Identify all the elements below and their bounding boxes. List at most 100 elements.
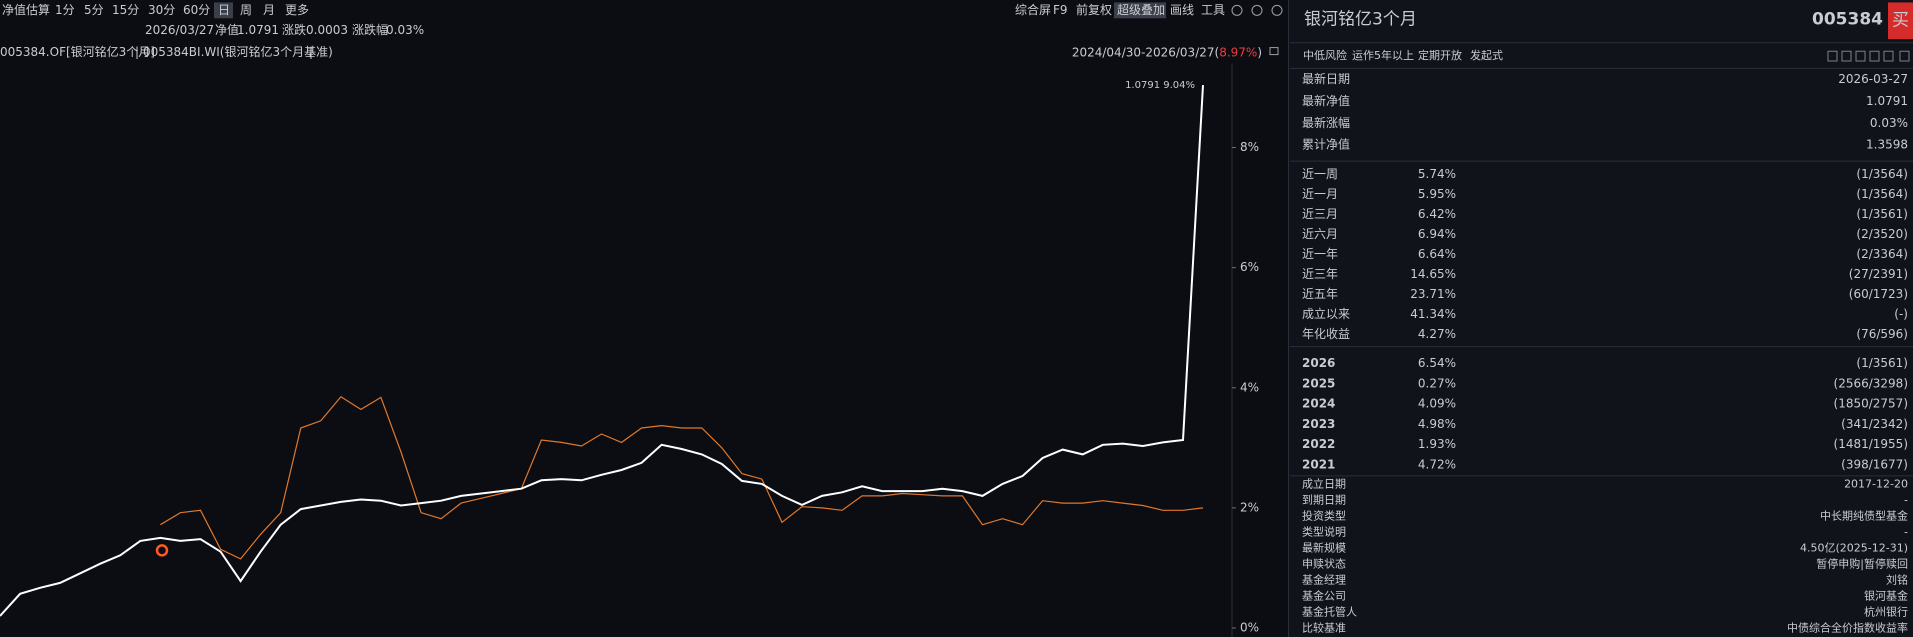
perf-return: 6.64% (1418, 247, 1456, 261)
y-tick-label: 8% (1240, 140, 1259, 154)
perf-label: 2024 (1302, 397, 1335, 411)
tool-button[interactable]: 前复权 (1076, 2, 1112, 17)
info-value[interactable]: 银河基金 (1864, 588, 1908, 602)
perf-return: 4.72% (1418, 457, 1456, 471)
fund-tag: 中低风险 (1303, 48, 1347, 62)
buy-button-bg[interactable] (1888, 2, 1913, 40)
perf-return: 4.09% (1418, 397, 1456, 411)
summary-label: 最新日期 (1302, 71, 1350, 86)
period-button[interactable]: 15分 (112, 3, 139, 17)
summary-value: 1.0791 (1866, 94, 1908, 108)
info-value: 2017-12-20 (1844, 477, 1908, 490)
fund-tag: 运作5年以上 (1352, 48, 1414, 62)
perf-label: 年化收益 (1302, 327, 1350, 341)
panel-icon[interactable] (1855, 50, 1866, 62)
perf-return: 14.65% (1410, 267, 1456, 281)
period-button[interactable]: 净值估算 (2, 2, 50, 17)
tool-button[interactable]: F9 (1053, 3, 1068, 17)
panel-icon[interactable] (1841, 50, 1852, 62)
end-label: 1.0791 9.04% (1125, 80, 1195, 91)
tool-button[interactable]: 综合屏 (1015, 2, 1051, 17)
period-button[interactable]: 更多 (285, 3, 309, 17)
perf-rank: (1850/2757) (1834, 397, 1908, 411)
perf-return: 6.42% (1418, 207, 1456, 221)
perf-rank: (1/3561) (1856, 207, 1908, 221)
perf-return: 23.71% (1410, 287, 1456, 301)
quote-field: 涨跌幅 (352, 22, 388, 37)
panel-icon[interactable] (1883, 50, 1894, 62)
quote-field: 涨跌 (282, 22, 306, 37)
quote-field: 1.0791 (237, 23, 279, 37)
perf-label: 近一月 (1302, 187, 1338, 201)
perf-return: 6.54% (1418, 356, 1456, 370)
period-button[interactable]: 日 (218, 3, 230, 17)
fund-code: 005384 (1812, 10, 1883, 30)
tool-icon[interactable] (1271, 4, 1283, 16)
tool-button[interactable]: 超级叠加 (1117, 2, 1165, 17)
perf-label: 2023 (1302, 417, 1335, 431)
panel-icon[interactable] (1869, 50, 1880, 62)
series-line (160, 396, 1204, 560)
info-value: 杭州银行 (1864, 604, 1908, 618)
info-value: - (1904, 493, 1908, 506)
panel-icon[interactable] (1827, 50, 1838, 62)
range-part: ) (1257, 45, 1262, 59)
perf-rank: (1481/1955) (1834, 437, 1908, 451)
quote-field: 净值 (215, 22, 239, 37)
perf-label: 近六月 (1302, 227, 1338, 241)
panel-icon[interactable] (1899, 50, 1910, 62)
legend-separator: | (135, 45, 139, 59)
tool-active-bg (1114, 2, 1166, 19)
perf-rank: (-) (1894, 307, 1908, 321)
info-label: 基金公司 (1302, 588, 1346, 602)
buy-button[interactable]: 买 (1892, 11, 1909, 31)
info-value: - (1904, 525, 1908, 538)
y-tick-label: 6% (1240, 260, 1259, 274)
info-label: 申赎状态 (1302, 556, 1346, 570)
perf-label: 2026 (1302, 356, 1335, 370)
tool-icon[interactable] (1231, 4, 1243, 16)
tool-icon[interactable] (1251, 4, 1263, 16)
info-label: 基金经理 (1302, 572, 1346, 586)
perf-label: 近五年 (1302, 287, 1338, 301)
fund-tag: 定期开放 (1418, 48, 1462, 62)
period-button[interactable]: 周 (240, 3, 252, 17)
period-button[interactable]: 5分 (84, 3, 104, 17)
perf-rank: (1/3564) (1856, 167, 1908, 181)
perf-return: 41.34% (1410, 307, 1456, 321)
y-tick-label: 0% (1240, 620, 1259, 634)
summary-value: 2026-03-27 (1838, 72, 1908, 86)
range-part: 2024/04/30-2026/03/27( (1072, 45, 1219, 59)
period-button[interactable]: 60分 (183, 3, 210, 17)
perf-return: 5.74% (1418, 167, 1456, 181)
fund-name: 银河铭亿3个月 (1304, 10, 1417, 30)
period-button[interactable]: 月 (263, 3, 275, 17)
summary-value: 0.03% (1870, 116, 1908, 130)
perf-rank: (2566/3298) (1834, 376, 1908, 390)
summary-label: 最新涨幅 (1302, 115, 1350, 130)
perf-return: 0.27% (1418, 376, 1456, 390)
perf-label: 近三月 (1302, 207, 1338, 221)
info-label: 基金托管人 (1302, 604, 1357, 618)
perf-rank: (76/596) (1856, 327, 1908, 341)
perf-return: 6.94% (1418, 227, 1456, 241)
info-label: 投资类型 (1302, 508, 1346, 522)
info-value: 暂停申购|暂停赎回 (1816, 556, 1908, 570)
fund-tag: 发起式 (1470, 48, 1503, 62)
panel-background (1289, 0, 1913, 637)
perf-label: 近一年 (1302, 247, 1338, 261)
legend-entry: 005384BI.WI(银河铭亿3个月基准) (143, 44, 333, 59)
perf-rank: (1/3564) (1856, 187, 1908, 201)
period-button[interactable]: 1分 (55, 3, 75, 17)
period-button[interactable]: 30分 (148, 3, 175, 17)
lock-icon[interactable] (1269, 47, 1279, 56)
perf-rank: (341/2342) (1841, 417, 1908, 431)
perf-rank: (27/2391) (1849, 267, 1908, 281)
legend-separator: | (309, 45, 313, 59)
tool-button[interactable]: 画线 (1170, 3, 1194, 17)
perf-label: 近一周 (1302, 167, 1338, 181)
tool-button[interactable]: 工具 (1201, 3, 1225, 17)
marker-icon (155, 544, 169, 557)
